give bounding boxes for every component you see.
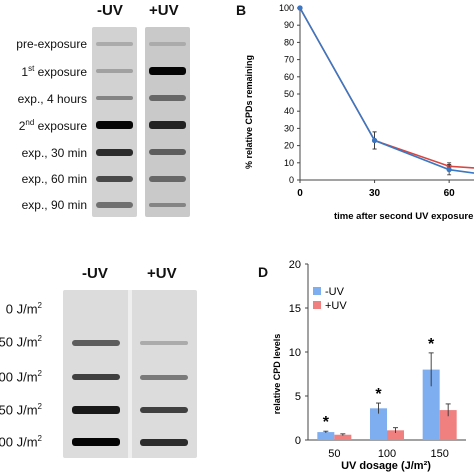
panel-a-header-minus-uv: -UV	[97, 2, 123, 19]
blot-band	[96, 121, 133, 129]
y-tick-label: 5	[295, 391, 301, 403]
blot-band	[72, 373, 120, 381]
legend-swatch-plus-uv	[313, 301, 321, 309]
bar	[317, 432, 335, 440]
panel-b-line-chart: 0 10 20 30 40 50 60 70 80 90 100 0 30 60 % relative C…	[244, 3, 474, 222]
x-tick-label: 30	[369, 188, 381, 199]
legend-label-plus-uv: +UV	[325, 300, 347, 312]
panel-c-dose-label: 0 J/m2	[5, 301, 42, 317]
blot-band	[96, 148, 133, 156]
series-line	[299, 7, 474, 169]
panel-a-header-plus-uv: +UV	[149, 2, 179, 19]
panel-b-letter: B	[236, 2, 247, 18]
y-tick-label: 0	[289, 175, 294, 185]
blot-band	[72, 406, 120, 414]
y-tick-label: 60	[284, 72, 294, 82]
blot-band	[140, 406, 188, 414]
panel-a-row-label: exp., 4 hours	[17, 92, 87, 106]
blot-band	[96, 42, 133, 46]
y-tick-label: 30	[284, 123, 294, 133]
y-tick-label: 20	[289, 259, 301, 271]
panel-c-lane-divider	[128, 290, 132, 458]
panel-a-row-label: exp., 60 min	[21, 172, 87, 186]
y-tick-label: 10	[284, 158, 294, 168]
blot-band	[140, 341, 188, 345]
panel-a-row-label: exp., 90 min	[21, 198, 87, 212]
panel-b-y-axis-label: % relative CPDs remaining	[244, 55, 254, 169]
y-tick-label: 10	[289, 347, 301, 359]
blot-band	[149, 202, 186, 208]
bar	[422, 369, 440, 440]
y-tick-label: 50	[284, 89, 294, 99]
panel-d-x-axis-label: UV dosage (J/m²)	[341, 460, 431, 472]
series-line	[299, 7, 474, 174]
significance-star: *	[375, 386, 382, 403]
data-point	[446, 167, 452, 173]
blot-band	[72, 438, 120, 446]
x-tick-label: 0	[297, 188, 303, 199]
blot-band	[149, 42, 186, 46]
blot-band	[96, 95, 133, 101]
bar	[370, 408, 387, 440]
y-tick-label: 0	[295, 435, 301, 447]
panel-c-header-plus-uv: +UV	[147, 265, 177, 282]
data-point	[371, 137, 378, 144]
blot-band	[149, 121, 186, 129]
bar	[334, 434, 352, 440]
y-tick-label: 100	[279, 3, 294, 13]
panel-c-dose-label: 100 J/m2	[0, 369, 42, 385]
y-tick-label: 15	[289, 303, 301, 315]
bar	[387, 430, 404, 440]
y-tick-label: 90	[284, 20, 294, 30]
legend-swatch-minus-uv	[313, 287, 321, 295]
x-tick-label: 60	[444, 188, 456, 199]
panel-c-dose-label: 50 J/m2	[0, 334, 42, 350]
panel-c-header-minus-uv: -UV	[82, 265, 108, 282]
blot-band	[149, 149, 186, 155]
blot-band	[96, 69, 133, 73]
panel-d-legend: -UV +UV	[313, 286, 347, 312]
panel-d-y-axis-label: relative CPD levels	[272, 334, 282, 415]
blot-band	[96, 202, 133, 208]
panel-b-x-axis-label: time after second UV exposure (	[334, 211, 474, 222]
y-tick-label: 40	[284, 106, 294, 116]
panel-c-dose-label: 150 J/m2	[0, 402, 42, 418]
x-tick-label: 50	[328, 448, 340, 460]
panel-c-dose-label: 200 J/m2	[0, 434, 42, 450]
blot-band	[140, 438, 188, 446]
panel-a-row-label: exp., 30 min	[21, 146, 87, 160]
x-tick-label: 100	[378, 448, 396, 460]
y-tick-label: 70	[284, 55, 294, 65]
y-tick-label: 80	[284, 37, 294, 47]
bar	[439, 410, 457, 440]
legend-label-minus-uv: -UV	[325, 286, 345, 298]
blot-band	[72, 340, 120, 346]
significance-star: *	[323, 414, 330, 431]
panel-a-row-label: pre-exposure	[16, 37, 87, 51]
blot-band	[149, 95, 186, 101]
x-tick-label: 150	[430, 448, 448, 460]
significance-star: *	[428, 336, 435, 353]
blot-band	[96, 175, 133, 183]
panel-a-row-label: 1st exposure	[21, 64, 87, 79]
blot-band	[149, 176, 186, 182]
panel-a-row-label: 2nd exposure	[18, 118, 87, 133]
blot-band	[149, 67, 186, 75]
data-point	[297, 5, 303, 11]
y-tick-label: 20	[284, 141, 294, 151]
panel-d-letter: D	[258, 264, 269, 280]
blot-band	[140, 374, 188, 380]
